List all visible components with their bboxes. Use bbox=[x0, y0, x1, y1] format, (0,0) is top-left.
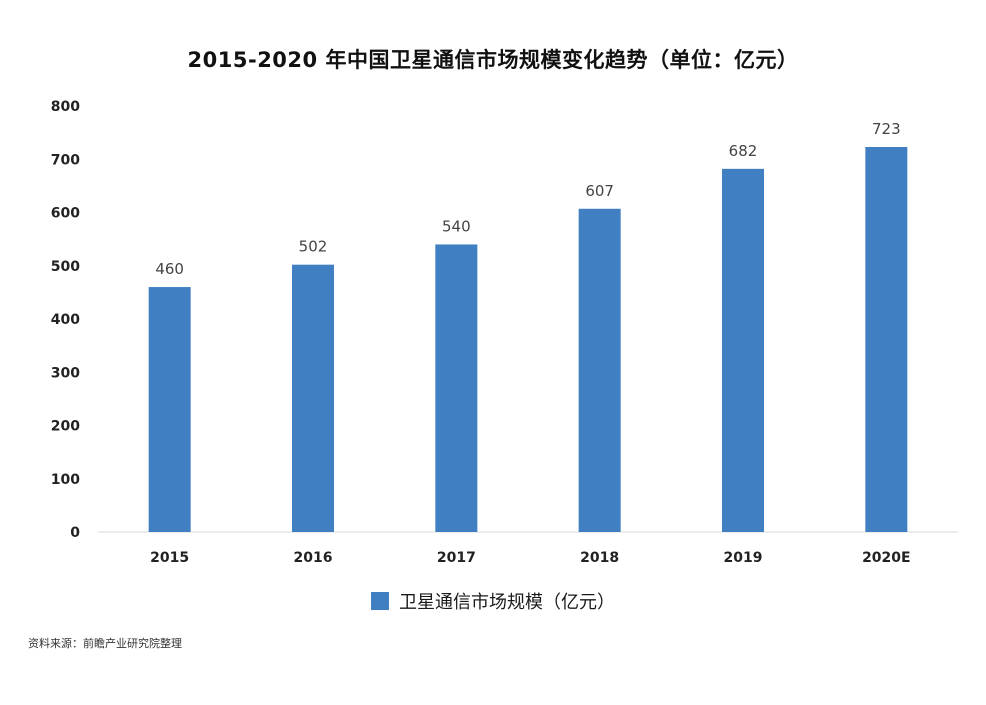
data-label: 460 bbox=[155, 260, 184, 278]
x-tick-label: 2019 bbox=[724, 550, 763, 566]
x-tick-label: 2017 bbox=[437, 550, 476, 566]
x-tick-label: 2016 bbox=[294, 550, 333, 566]
x-tick-label: 2018 bbox=[580, 550, 619, 566]
y-tick-label: 100 bbox=[51, 472, 80, 488]
data-label: 723 bbox=[872, 120, 901, 138]
y-tick-label: 0 bbox=[70, 525, 80, 541]
chart-title: 2015-2020 年中国卫星通信市场规模变化趋势（单位：亿元） bbox=[187, 48, 799, 72]
y-tick-label: 700 bbox=[51, 152, 80, 168]
x-tick-label: 2015 bbox=[150, 550, 189, 566]
source-note: 资料来源：前瞻产业研究院整理 bbox=[28, 637, 182, 650]
legend-swatch bbox=[371, 592, 389, 610]
data-label: 607 bbox=[585, 182, 614, 200]
x-tick-label: 2020E bbox=[862, 550, 911, 566]
data-label: 540 bbox=[442, 217, 471, 235]
y-tick-label: 200 bbox=[51, 419, 80, 435]
y-tick-label: 400 bbox=[51, 312, 80, 328]
bar bbox=[292, 264, 334, 532]
data-label: 502 bbox=[299, 238, 328, 256]
data-label: 682 bbox=[729, 142, 758, 160]
y-tick-label: 800 bbox=[51, 99, 80, 115]
y-tick-label: 300 bbox=[51, 365, 80, 381]
y-tick-label: 500 bbox=[51, 259, 80, 275]
bar bbox=[865, 147, 908, 532]
y-tick-label: 600 bbox=[51, 206, 80, 222]
legend-label: 卫星通信市场规模（亿元） bbox=[399, 592, 615, 613]
bar bbox=[435, 244, 478, 532]
legend: 卫星通信市场规模（亿元） bbox=[0, 588, 986, 614]
bar bbox=[722, 168, 764, 532]
bar bbox=[578, 208, 621, 532]
bar bbox=[148, 287, 191, 532]
